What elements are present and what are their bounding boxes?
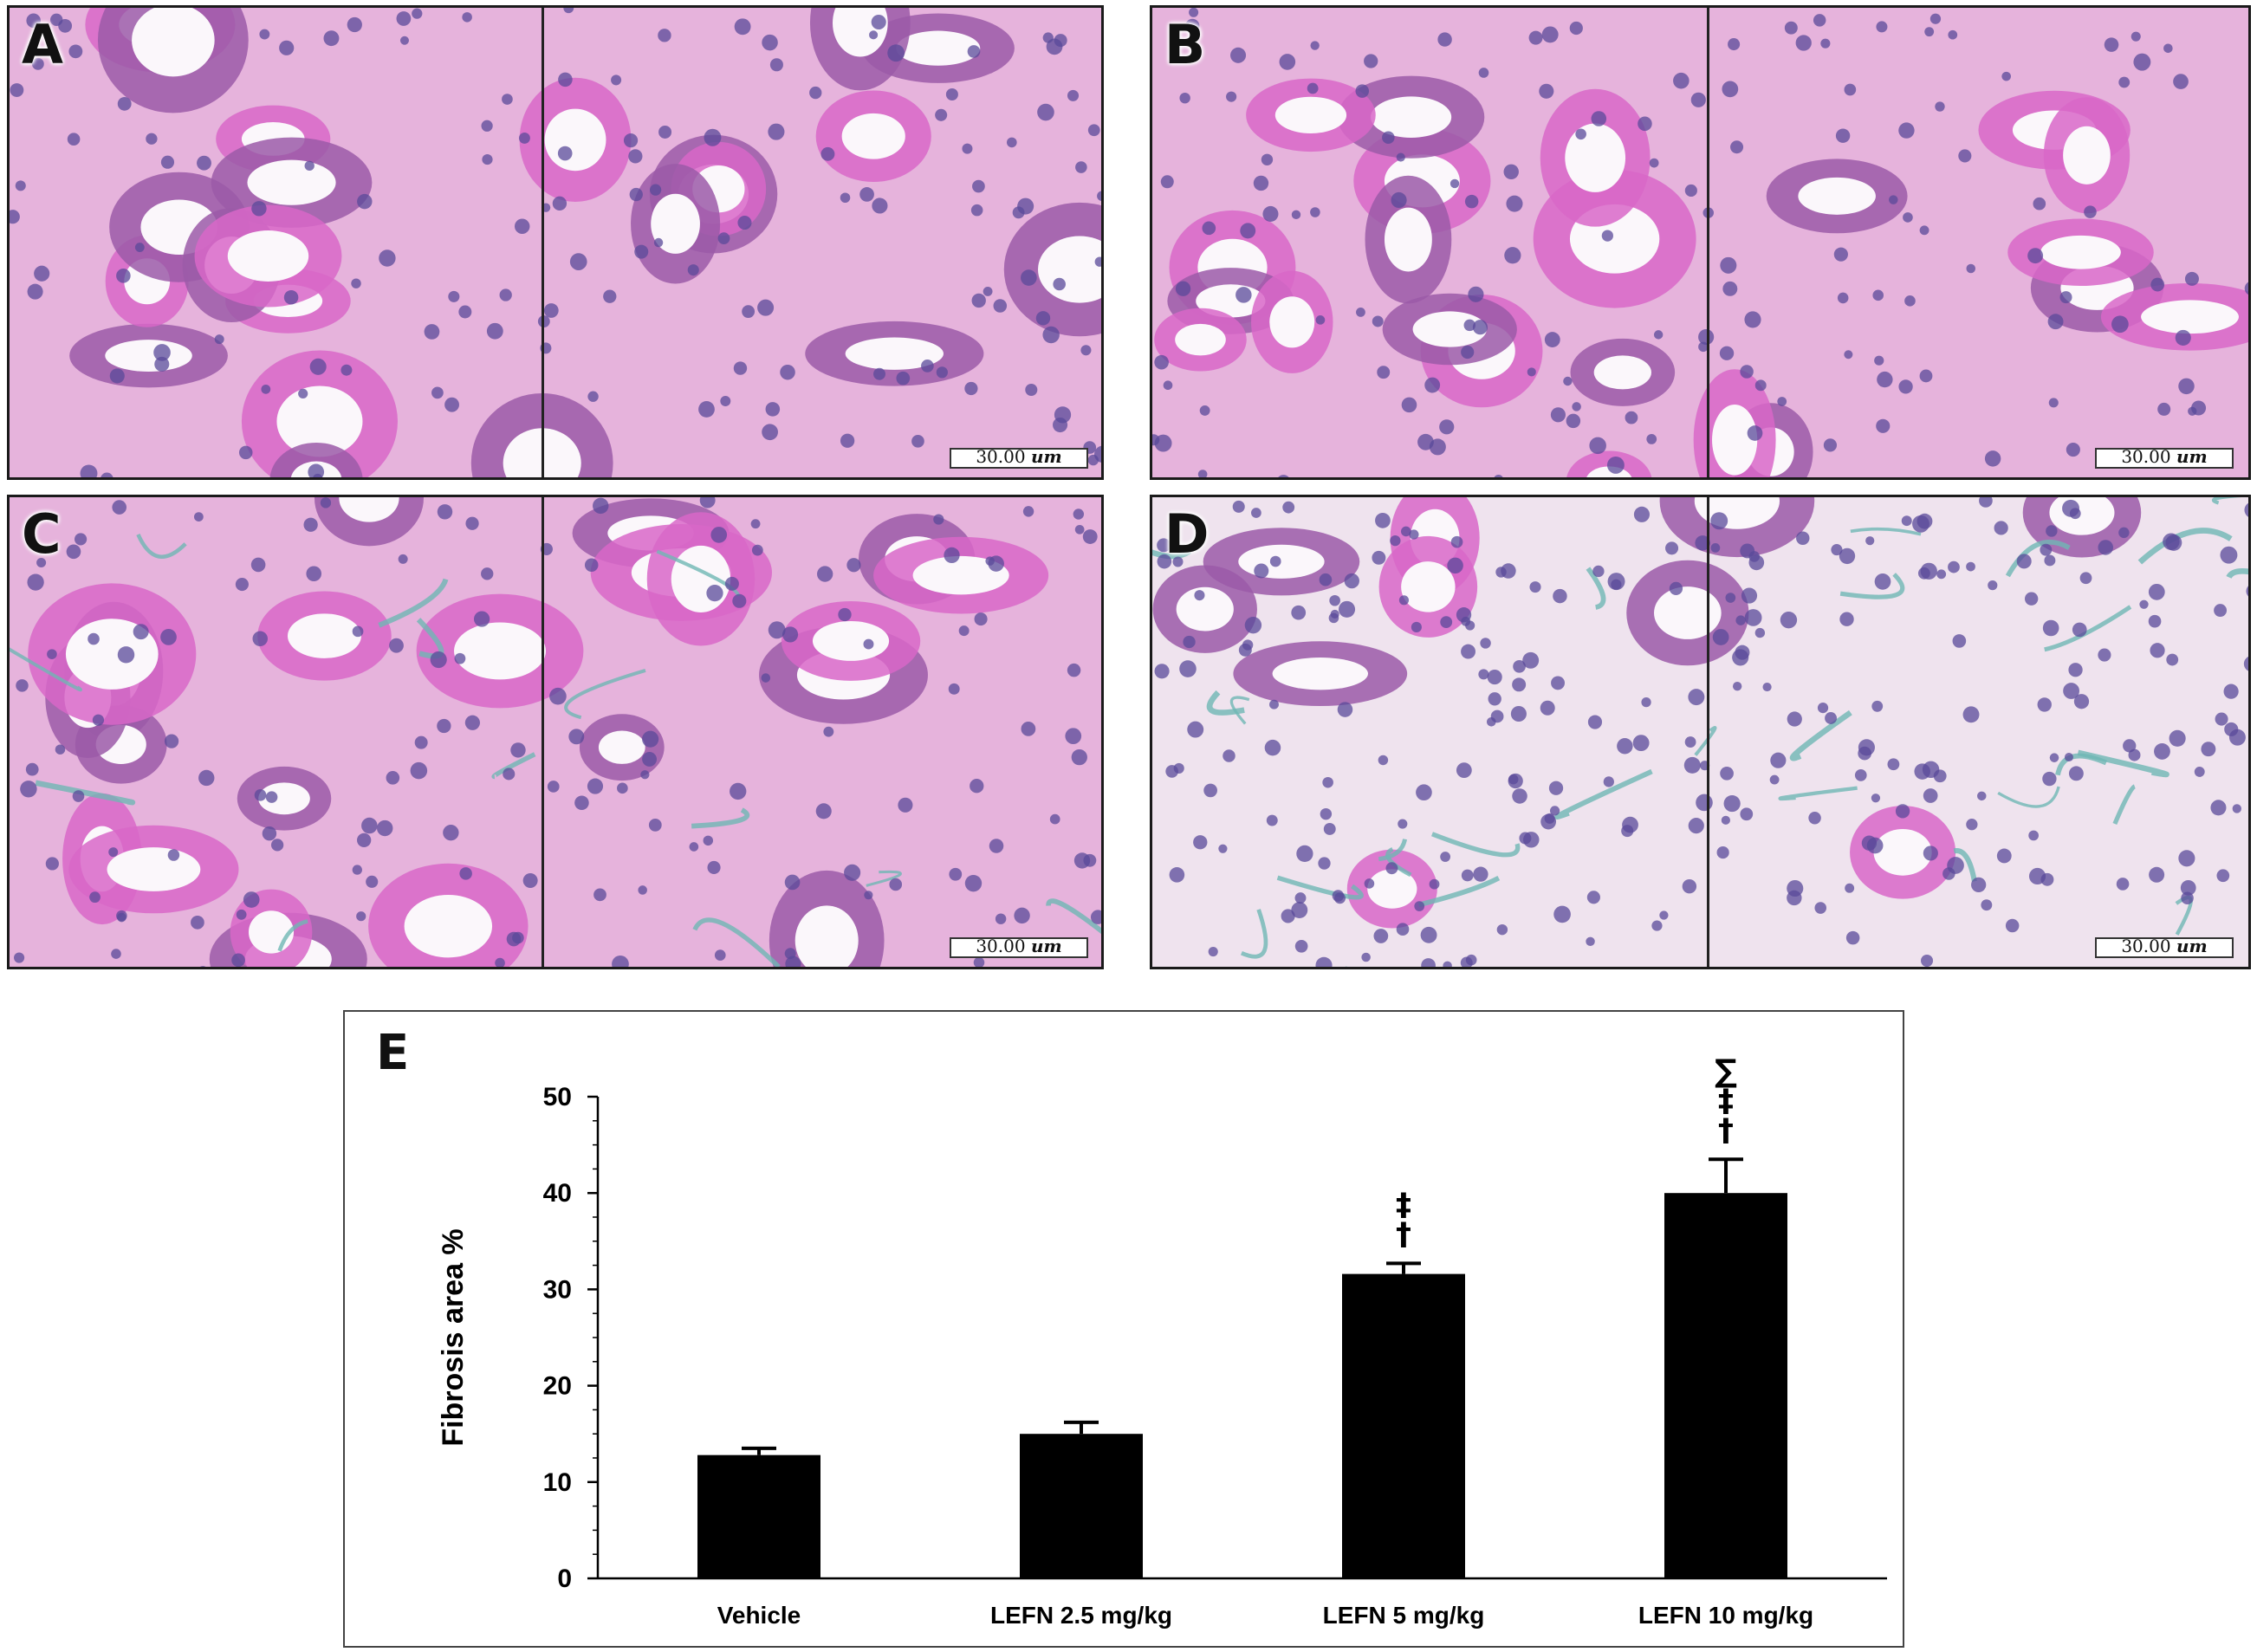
micrograph-panel-c: C 30.00 um: [7, 495, 1104, 969]
panel-divider: [542, 8, 544, 477]
micrograph-d-image: [1152, 497, 2248, 967]
significance-marker: ‡: [1718, 1083, 1734, 1118]
micrograph-c-image: [10, 497, 1101, 967]
significance-marker: †: [1718, 1112, 1734, 1148]
y-tick-label: 40: [543, 1179, 572, 1208]
scale-bar-unit: um: [2176, 936, 2208, 956]
y-tick-label: 30: [543, 1275, 572, 1304]
panel-letter-e: E: [376, 1025, 409, 1081]
micrograph-b-image: [1152, 8, 2248, 477]
scale-bar-d: 30.00 um: [2095, 937, 2234, 958]
significance-marker: ∑: [1715, 1053, 1737, 1089]
scale-bar-c: 30.00 um: [950, 937, 1088, 958]
y-tick-label: 0: [557, 1565, 572, 1593]
y-tick-label: 10: [543, 1468, 572, 1497]
x-tick-label: Vehicle: [717, 1602, 801, 1629]
scale-bar-value: 30.00: [2121, 446, 2171, 467]
panel-divider: [542, 497, 544, 967]
y-tick-label: 50: [543, 1083, 572, 1111]
y-tick-label: 20: [543, 1372, 572, 1401]
chart-panel-e: E 0 10 20 30 40 50 Fibrosis area % Vehicle LEFN 2…: [343, 1010, 1904, 1648]
scale-bar-value: 30.00: [2121, 936, 2171, 956]
micrograph-panel-b: B 30.00 um: [1150, 5, 2251, 480]
bar: [1020, 1434, 1143, 1578]
x-tick-label: LEFN 10 mg/kg: [1638, 1602, 1813, 1629]
panel-divider: [1707, 8, 1709, 477]
scale-bar-value: 30.00: [976, 446, 1026, 467]
y-axis-label: Fibrosis area %: [437, 1228, 470, 1446]
bar: [1342, 1273, 1465, 1578]
panel-letter-b: B: [1164, 13, 1206, 76]
panel-divider: [1707, 497, 1709, 967]
scale-bar-b: 30.00 um: [2095, 448, 2234, 469]
bar: [697, 1454, 820, 1578]
scale-bar-value: 30.00: [976, 936, 1026, 956]
micrograph-panel-d: D 30.00 um: [1150, 495, 2251, 969]
panel-letter-a: A: [22, 13, 63, 76]
significance-marker: †: [1396, 1216, 1411, 1252]
bar-chart: E 0 10 20 30 40 50 Fibrosis area % Vehicle LEFN 2…: [376, 1025, 1887, 1629]
bar: [1664, 1193, 1787, 1578]
micrograph-a-image: [10, 8, 1101, 477]
x-tick-label: LEFN 2.5 mg/kg: [990, 1602, 1172, 1629]
panel-letter-c: C: [22, 502, 62, 566]
micrograph-panel-a: A 30.00 um: [7, 5, 1104, 480]
scale-bar-unit: um: [1030, 936, 1062, 956]
panel-letter-d: D: [1164, 502, 1210, 566]
significance-marker: ‡: [1396, 1187, 1411, 1222]
scale-bar-unit: um: [2176, 446, 2208, 467]
x-tick-label: LEFN 5 mg/kg: [1323, 1602, 1485, 1629]
scale-bar-a: 30.00 um: [950, 448, 1088, 469]
scale-bar-unit: um: [1030, 446, 1062, 467]
